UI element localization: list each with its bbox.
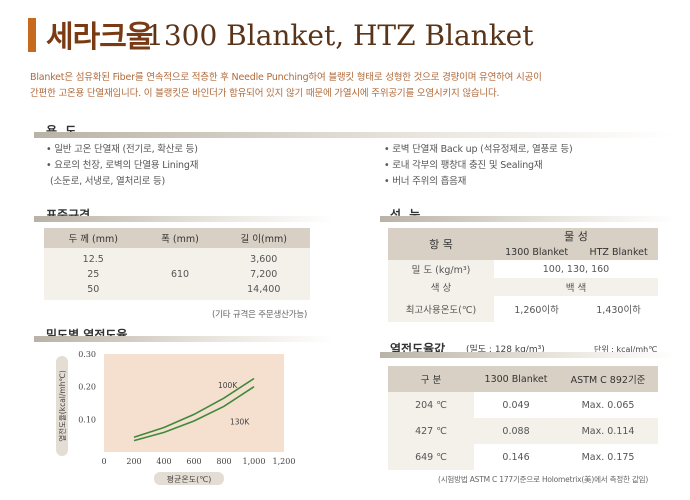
y-tick-label: 0.10: [78, 415, 96, 424]
cond-table: 구 분 1300 Blanket ASTM C 892기준 204 ℃ 0.04…: [388, 366, 658, 470]
series-label: 100K: [218, 381, 238, 390]
x-tick-label: 200: [126, 457, 141, 466]
perf-cell: 100, 130, 160: [542, 263, 610, 275]
cond-cell: Max. 0.175: [581, 451, 635, 463]
cond-header: 1300 Blanket: [484, 373, 548, 385]
series-label: 130K: [230, 417, 250, 426]
intro-text: Blanket은 섬유화된 Fiber를 연속적으로 적층한 후 Needle …: [30, 70, 670, 102]
x-tick-label: 400: [156, 457, 171, 466]
cond-temp: 649 ℃: [388, 444, 474, 470]
usage-right-list: • 로벽 단열재 Back up (석유정제로, 열풍로 등) • 로내 각부의…: [384, 142, 573, 190]
cond-temp: 427 ℃: [388, 418, 474, 444]
chart-ylabel: 열전도율(kcal/mh℃): [57, 370, 67, 442]
perf-cell: 1,430이하: [596, 305, 641, 316]
perf-row-label: 최고사용온도(℃): [388, 296, 494, 322]
perf-col-header: 1300 Blanket: [505, 246, 569, 258]
spec-note: (기타 규격은 주문생산가능): [212, 310, 308, 320]
spec-value: 12.5: [82, 253, 104, 265]
intro-line-1: Blanket은 섬유화된 Fiber를 연속적으로 적층한 후 Needle …: [30, 72, 542, 83]
cond-note: (시험방법 ASTM C 177기준으로 Holometrix(美)에서 측정한…: [438, 475, 649, 484]
xlabel-pill: [154, 472, 224, 485]
spec-header: 두 께 (mm): [68, 234, 118, 245]
x-tick-label: 600: [186, 457, 201, 466]
conductivity-chart: 0 200 400 600 800 1,000 1,200 0.30 0.20 0.10 100K 1…: [56, 350, 296, 485]
usage-divider: [34, 132, 674, 138]
cond-cell: 0.146: [502, 451, 530, 463]
cond-header: 구 분: [420, 375, 442, 386]
cond-cell: Max. 0.065: [581, 399, 635, 411]
perf-row-label: 색 상: [388, 278, 494, 296]
series-line-100K: [133, 377, 255, 439]
chart-xlabel: 평균온도(℃): [167, 474, 212, 484]
cond-header: ASTM C 892기준: [570, 375, 646, 386]
perf-col-header: HTZ Blanket: [589, 246, 648, 258]
perf-cell: 1,260이하: [514, 305, 559, 316]
perf-divider: [380, 216, 676, 222]
cond-cell: 0.088: [474, 418, 559, 444]
title-english: 1300 Blanket, HTZ Blanket: [146, 19, 534, 52]
y-tick-label: 0.20: [78, 383, 96, 392]
chart-divider: [34, 336, 334, 342]
spec-header: 길 이(mm): [240, 234, 287, 245]
cond-unit: 단위 : kcal/mh℃: [594, 345, 658, 354]
cond-cell: 0.049: [502, 399, 530, 411]
chart-plot-area: [104, 354, 284, 452]
x-tick-label: 1,200: [273, 457, 296, 466]
title-accent-bar: [28, 18, 36, 52]
title-korean: 세라크울: [46, 20, 153, 55]
spec-width-cell: 610: [170, 268, 190, 280]
x-tick-label: 800: [216, 457, 231, 466]
cond-cell: Max. 0.114: [558, 418, 658, 444]
spec-divider: [34, 216, 334, 222]
usage-item: • 버너 주위의 흡음재: [384, 176, 467, 187]
spec-value: 25: [87, 268, 100, 280]
perf-row-label: 밀 도 (kg/m³): [388, 260, 494, 278]
intro-line-2: 간편한 고온용 단열재입니다. 이 블랭킷은 바인더가 함유되어 있지 않기 때…: [30, 88, 500, 99]
usage-item: • 일반 고온 단열재 (전기로, 확산로 등): [46, 144, 198, 155]
usage-item: (소둔로, 서냉로, 열처리로 등): [50, 176, 166, 187]
perf-cell: 백 색: [494, 278, 658, 296]
spec-thickness-cell: 12.5 25 50: [44, 248, 142, 300]
cond-subheading: (밀도 : 128 kg/m³): [466, 345, 545, 355]
spec-value: 50: [87, 283, 100, 295]
spec-value: 14,400: [247, 283, 281, 295]
usage-item: • 요로의 천장, 로벽의 단열용 Lining재: [46, 160, 199, 171]
perf-table: 항 목 물 성 1300 Blanket HTZ Blanket 밀 도 (kg…: [388, 228, 658, 322]
usage-left-list: • 일반 고온 단열재 (전기로, 확산로 등) • 요로의 천장, 로벽의 단…: [46, 142, 198, 190]
spec-header: 폭 (mm): [161, 234, 199, 245]
spec-value: 7,200: [250, 268, 278, 280]
x-tick-label: 1,000: [243, 457, 266, 466]
cond-temp: 204 ℃: [388, 392, 474, 418]
usage-item: • 로내 각부의 팽창대 충진 및 Sealing재: [384, 160, 543, 171]
ylabel-pill: [56, 356, 68, 456]
y-tick-label: 0.30: [78, 350, 96, 359]
perf-header-group: 물 성: [564, 230, 588, 243]
x-tick-label: 0: [101, 457, 106, 466]
perf-header-item: 항 목: [429, 238, 453, 251]
cond-divider: [380, 352, 676, 358]
spec-length-cell: 3,600 7,200 14,400: [218, 248, 310, 300]
series-line-130K: [133, 386, 255, 442]
spec-value: 3,600: [250, 253, 278, 265]
spec-table: 두 께 (mm) 폭 (mm) 길 이(mm) 12.5 25 50 610 3…: [44, 228, 310, 300]
usage-item: • 로벽 단열재 Back up (석유정제로, 열풍로 등): [384, 144, 573, 155]
